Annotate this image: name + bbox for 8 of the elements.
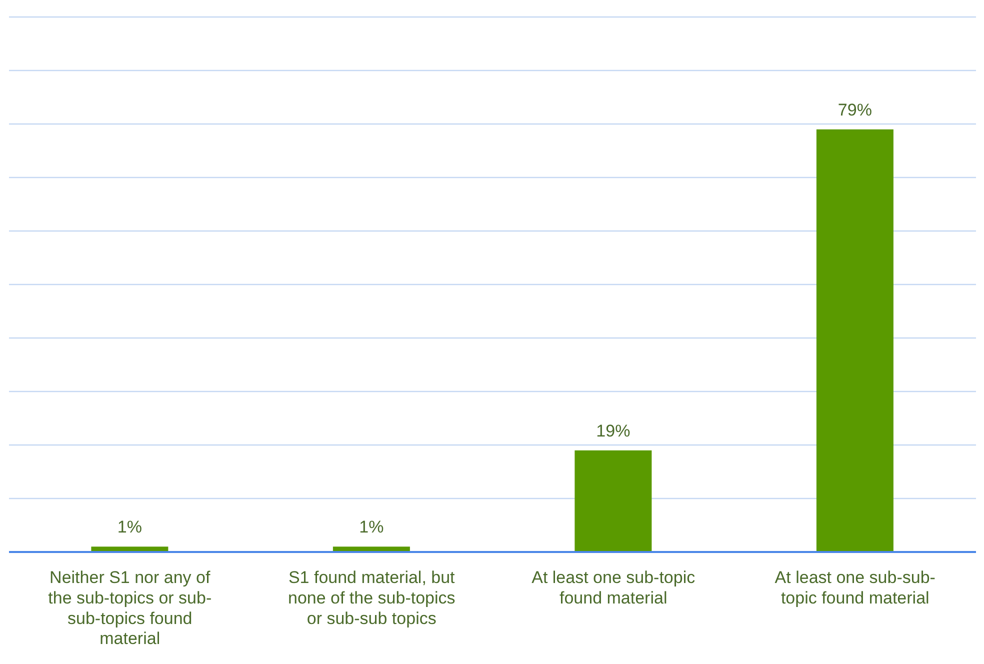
- x-tick-label: Neither S1 nor any of the sub-topics or sub-sub-topics found material: [48, 568, 212, 648]
- data-label: 79%: [838, 100, 872, 120]
- x-tick-label: At least one sub-topic found material: [532, 568, 696, 608]
- x-tick-label: S1 found material, but none of the sub-topics or sub-sub topics: [288, 568, 456, 628]
- data-label: 1%: [117, 518, 142, 537]
- data-label: 1%: [359, 518, 384, 537]
- x-tick-label: At least one sub-sub-topic found material: [774, 568, 936, 608]
- data-label: 19%: [596, 421, 630, 440]
